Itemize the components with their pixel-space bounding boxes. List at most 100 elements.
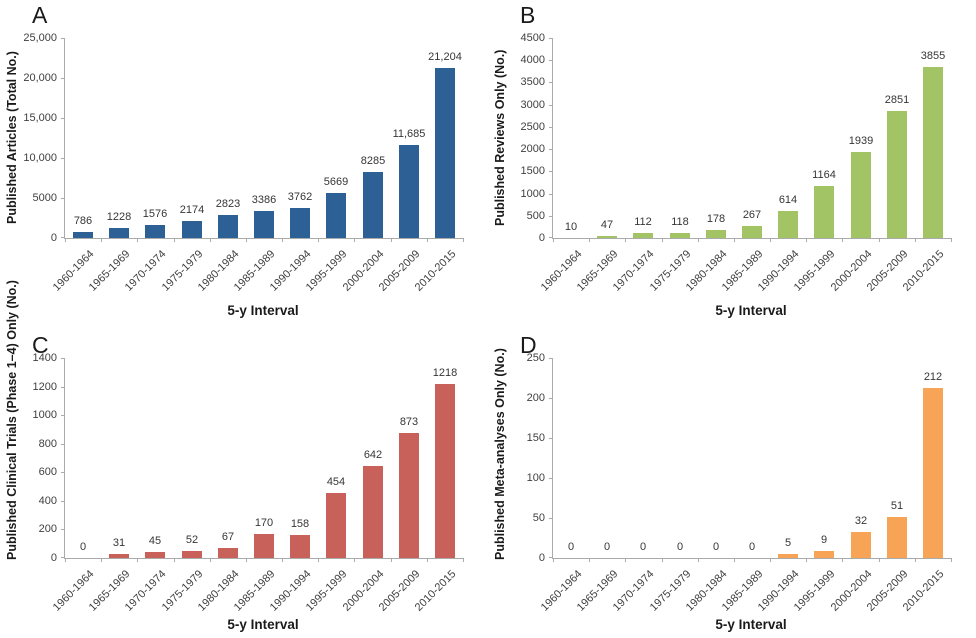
x-tick-mark (354, 558, 355, 562)
bar-value-label: 5 (784, 537, 792, 549)
y-tick-label: 0 (50, 552, 57, 564)
bar-value-label: 158 (290, 518, 310, 530)
bar-value-label: 1164 (812, 169, 836, 181)
bar-value-label: 0 (712, 541, 720, 553)
x-tick-mark (391, 238, 392, 242)
x-tick-mark (101, 558, 102, 562)
bar (254, 211, 274, 238)
bar-value-label: 212 (923, 371, 943, 383)
plot-area: 0 5000 10,000 15,000 20,000 25,000 786 1228 1576… (23, 32, 464, 244)
bar (399, 145, 419, 238)
y-tick-mark (549, 518, 553, 519)
x-tick-mark (589, 238, 590, 242)
bar-value-label: 52 (185, 534, 199, 546)
x-tick-mark (391, 558, 392, 562)
y-tick-label: 5000 (32, 192, 57, 204)
x-tick-mark (210, 558, 211, 562)
bar-value-label: 2851 (884, 94, 910, 106)
x-tick-mark (210, 238, 211, 242)
y-tick-mark (549, 82, 553, 84)
bar-value-label: 178 (706, 213, 726, 225)
bar (254, 534, 274, 558)
bar-value-label: 1939 (848, 135, 874, 147)
bar-value-label: 21,204 (428, 51, 462, 63)
y-tick-label: 250 (526, 352, 545, 364)
x-tick-mark (553, 238, 554, 242)
bar-value-label: 45 (148, 535, 162, 547)
bar (887, 111, 907, 238)
bar (182, 551, 202, 558)
bar-value-label: 170 (254, 517, 274, 529)
y-axis-title: Published Meta-analyses Only (No.) (493, 348, 507, 560)
y-tick-label: 25,000 (23, 32, 57, 44)
bar (218, 215, 238, 238)
y-tick-mark (61, 358, 65, 359)
bar-value-label: 67 (221, 531, 235, 543)
y-tick-mark (549, 398, 553, 399)
y-tick-mark (61, 386, 65, 388)
y-tick-mark (61, 557, 65, 558)
bar-value-label: 11,685 (392, 128, 426, 140)
x-tick-mark (879, 238, 880, 242)
x-tick-mark (101, 238, 102, 242)
y-tick-mark (549, 171, 553, 173)
y-tick-mark (549, 38, 553, 39)
y-tick-mark (549, 193, 553, 195)
y-tick-label: 800 (38, 437, 57, 450)
bar (742, 226, 762, 238)
y-tick-mark (549, 478, 553, 479)
y-tick-mark (61, 237, 65, 238)
bar (435, 68, 455, 238)
x-tick-mark (842, 238, 843, 242)
y-tick-label: 400 (38, 494, 57, 507)
bar (363, 466, 383, 558)
y-tick-label: 2000 (520, 143, 545, 156)
bar-value-label: 51 (890, 500, 904, 512)
x-tick-mark (770, 558, 771, 562)
bar (218, 548, 238, 558)
y-tick-mark (549, 126, 553, 128)
bar (923, 67, 943, 238)
x-tick-mark (553, 558, 554, 562)
bar (326, 193, 346, 238)
y-tick-label: 10,000 (23, 152, 57, 164)
panel-label-b: B (520, 2, 536, 28)
bar (326, 493, 346, 558)
y-tick-label: 2500 (520, 120, 545, 133)
x-tick-mark (806, 238, 807, 242)
chart-panel-c: C Published Clinical Trials (Phase 1–4) … (0, 280, 488, 638)
bar (145, 225, 165, 238)
bar-value-label: 32 (854, 515, 868, 527)
bar-value-label: 0 (567, 541, 575, 553)
bar (778, 554, 798, 558)
y-tick-label: 600 (38, 466, 57, 479)
y-tick-label: 1400 (32, 352, 57, 364)
y-tick-mark (549, 215, 553, 217)
bar (923, 388, 943, 558)
y-tick-mark (61, 472, 65, 474)
chart-panel-d: D Published Meta-analyses Only (No.) 0 50… (488, 330, 976, 638)
y-tick-label: 200 (38, 523, 57, 536)
x-tick-mark (915, 238, 916, 242)
plot-area: 0 500 1000 1500 2000 2500 3000 3500 4000 4500 10 47… (521, 32, 952, 244)
bar-value-label: 1576 (142, 208, 168, 220)
y-tick-mark (61, 78, 65, 79)
x-tick-mark (589, 558, 590, 562)
bar (363, 172, 383, 238)
y-tick-label: 200 (526, 392, 545, 404)
bar-value-label: 31 (112, 537, 126, 549)
y-tick-mark (61, 529, 65, 531)
bar (597, 236, 617, 238)
bar-value-label: 10 (564, 221, 578, 233)
y-tick-mark (549, 237, 553, 238)
bar-value-label: 3762 (287, 191, 313, 203)
x-tick-mark (137, 238, 138, 242)
x-axis-title: 5-y Interval (715, 303, 787, 318)
bar (290, 535, 310, 558)
y-tick-label: 4500 (520, 32, 545, 44)
y-tick-label: 1000 (32, 409, 57, 422)
y-tick-label: 1000 (520, 187, 545, 200)
x-axis-title: 5-y Interval (715, 617, 787, 632)
bar-value-label: 2823 (215, 198, 241, 210)
